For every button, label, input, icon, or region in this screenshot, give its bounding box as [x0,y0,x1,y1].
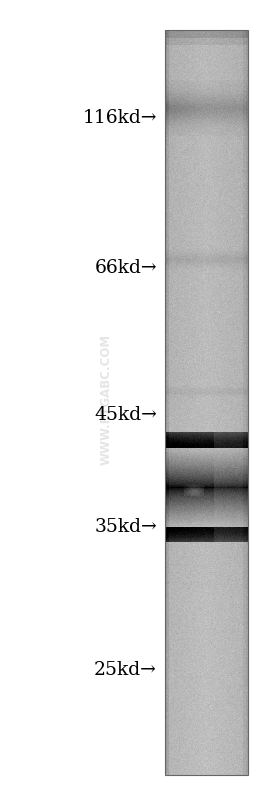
Bar [165,30,248,775]
Text: WWW.PTGABC.COM: WWW.PTGABC.COM [100,334,113,465]
Text: 116kd→: 116kd→ [83,109,157,127]
Text: 45kd→: 45kd→ [94,406,157,424]
Text: 35kd→: 35kd→ [94,518,157,536]
Text: 66kd→: 66kd→ [94,259,157,277]
Text: 25kd→: 25kd→ [94,661,157,679]
